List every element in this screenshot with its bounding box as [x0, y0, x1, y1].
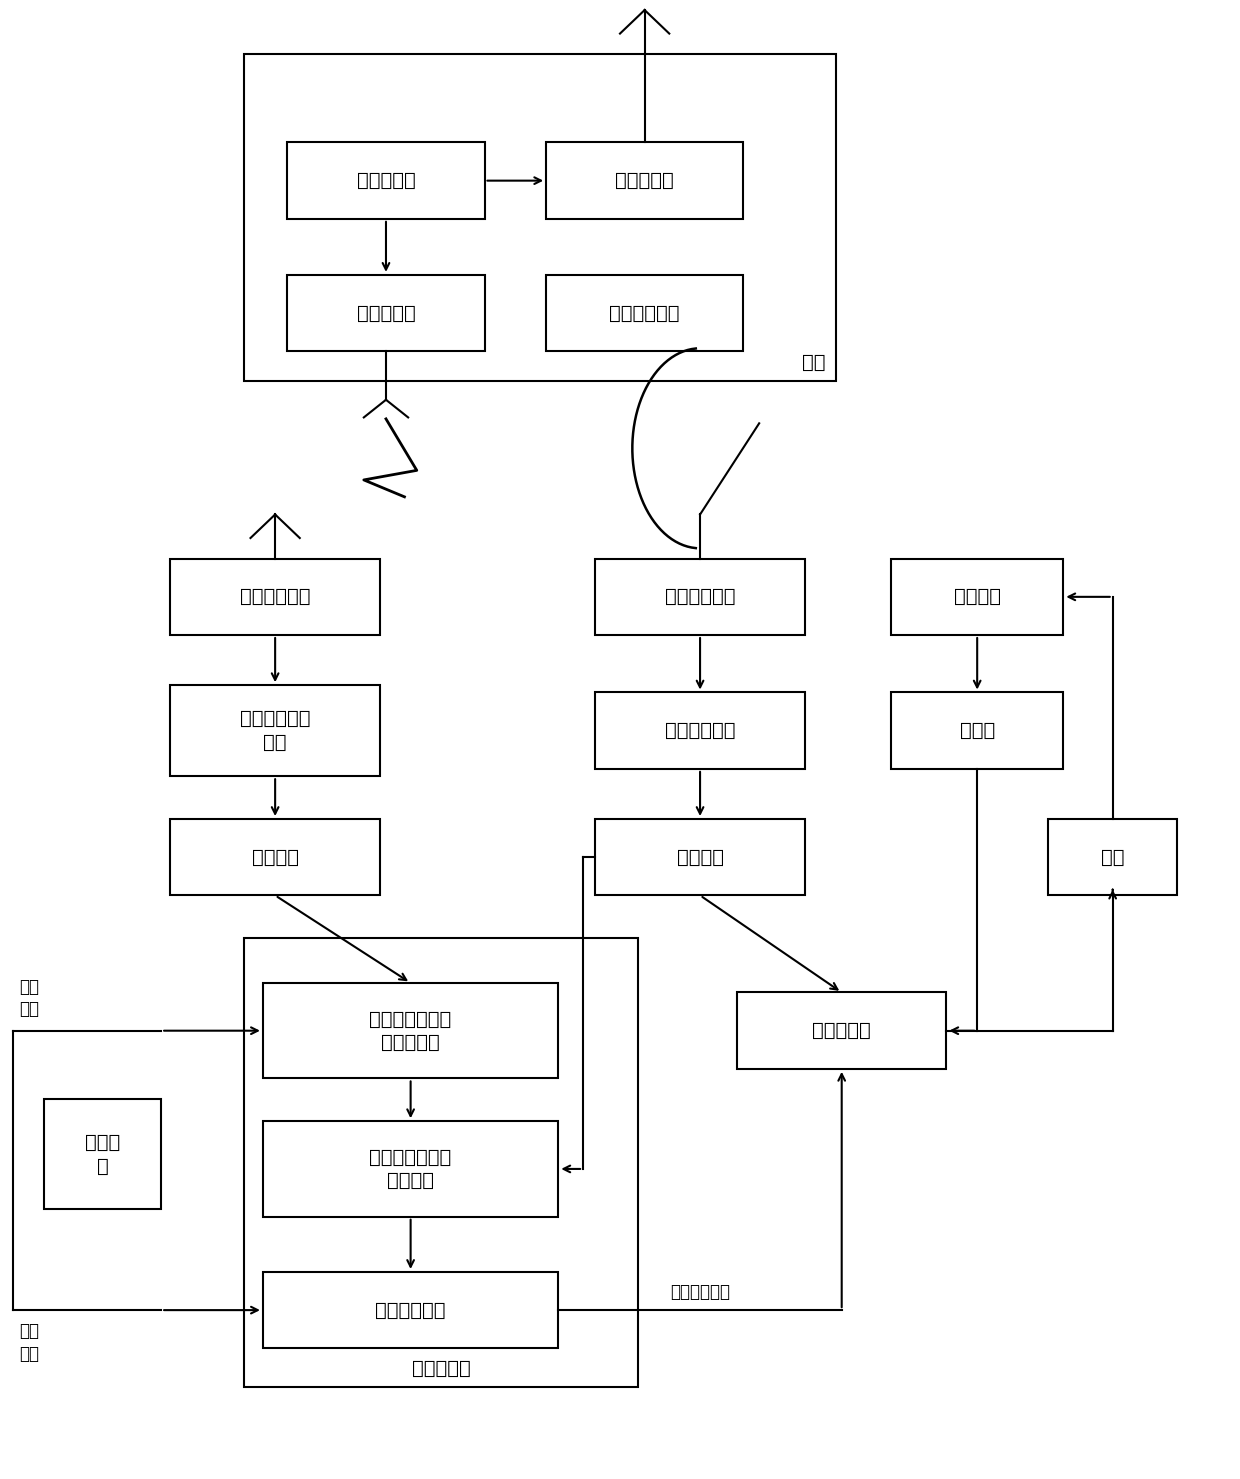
Text: 广播发射机: 广播发射机: [357, 303, 415, 322]
Bar: [45, 1099, 161, 1210]
Text: 电机: 电机: [1101, 847, 1125, 867]
Text: 生成跟踪轨迹: 生成跟踪轨迹: [376, 1300, 446, 1319]
Bar: [263, 1272, 558, 1349]
Bar: [263, 984, 558, 1078]
Text: 中心计算机: 中心计算机: [412, 1359, 471, 1378]
Bar: [595, 692, 805, 769]
Text: 业务收发通道: 业务收发通道: [665, 722, 735, 740]
Text: 广播接收天线: 广播接收天线: [239, 587, 310, 606]
Text: 星上计算机: 星上计算机: [357, 172, 415, 191]
Text: 导航模
块: 导航模 块: [86, 1133, 120, 1176]
Text: 业务通信载荷: 业务通信载荷: [609, 303, 680, 322]
Bar: [244, 55, 836, 380]
Text: 天线控制器: 天线控制器: [812, 1021, 870, 1040]
Text: 业务通信天线: 业务通信天线: [665, 587, 735, 606]
Text: 导航
信息: 导航 信息: [20, 1322, 40, 1362]
Bar: [170, 819, 379, 895]
Bar: [595, 559, 805, 634]
Text: 传感器: 传感器: [960, 722, 994, 740]
Text: 以太网口: 以太网口: [677, 847, 724, 867]
Bar: [595, 819, 805, 895]
Text: 导航接收机: 导航接收机: [615, 172, 675, 191]
Text: 解析星历并推导
全星座星历: 解析星历并推导 全星座星历: [370, 1010, 451, 1052]
Bar: [892, 692, 1064, 769]
Text: 广播接收通道
接收: 广播接收通道 接收: [239, 710, 310, 751]
Bar: [288, 275, 485, 351]
Text: 卫星: 卫星: [802, 353, 826, 371]
Bar: [1048, 819, 1177, 895]
Text: 传动机构: 传动机构: [954, 587, 1001, 606]
Text: 以太网口: 以太网口: [252, 847, 299, 867]
Bar: [546, 275, 743, 351]
Text: 选择适宜接入的
目标卫星: 选择适宜接入的 目标卫星: [370, 1148, 451, 1191]
Bar: [288, 142, 485, 219]
Bar: [263, 1121, 558, 1217]
Text: 导航
信息: 导航 信息: [20, 978, 40, 1019]
Bar: [244, 938, 639, 1387]
Bar: [546, 142, 743, 219]
Bar: [892, 559, 1064, 634]
Text: 程序指向信息: 程序指向信息: [670, 1284, 730, 1302]
Bar: [170, 559, 379, 634]
Bar: [170, 685, 379, 776]
Bar: [737, 992, 946, 1069]
